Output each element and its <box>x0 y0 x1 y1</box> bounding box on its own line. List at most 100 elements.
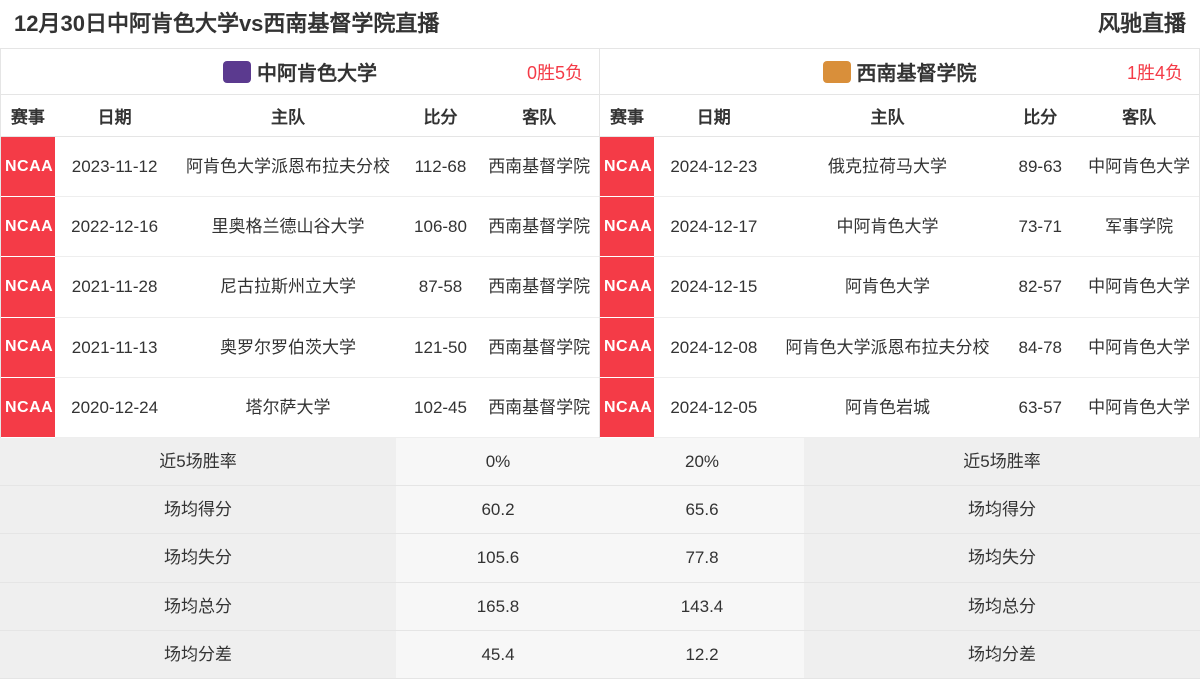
game-score: 89-63 <box>1001 137 1079 197</box>
team-panel-left: 中阿肯色大学 0胜5负 赛事日期主队比分客队 NCAA2023-11-12阿肯色… <box>0 48 600 438</box>
games-body-right: NCAA2024-12-23俄克拉荷马大学89-63中阿肯色大学NCAA2024… <box>600 137 1199 438</box>
game-away: 军事学院 <box>1079 197 1199 257</box>
summary-row: 场均分差45.4 <box>0 630 600 678</box>
team-name-right: 西南基督学院 <box>857 57 977 86</box>
summary-label: 场均分差 <box>0 630 396 678</box>
col-header: 客队 <box>1079 95 1199 137</box>
game-home: 里奥格兰德山谷大学 <box>174 197 401 257</box>
game-tag: NCAA <box>600 377 654 437</box>
col-header: 日期 <box>55 95 175 137</box>
summary-row: 77.8场均失分 <box>600 534 1200 582</box>
site-name: 风驰直播 <box>1098 6 1186 38</box>
summary-value: 105.6 <box>396 534 600 582</box>
game-home: 尼古拉斯州立大学 <box>174 257 401 317</box>
game-row: NCAA2021-11-28尼古拉斯州立大学87-58西南基督学院 <box>1 257 599 317</box>
game-away: 中阿肯色大学 <box>1079 377 1199 437</box>
game-tag: NCAA <box>1 377 55 437</box>
game-tag: NCAA <box>1 257 55 317</box>
summary-row: 场均失分105.6 <box>0 534 600 582</box>
summary-value: 20% <box>600 438 804 486</box>
game-away: 中阿肯色大学 <box>1079 137 1199 197</box>
game-date: 2023-11-12 <box>55 137 175 197</box>
game-home: 阿肯色大学 <box>774 257 1002 317</box>
game-score: 84-78 <box>1001 317 1079 377</box>
game-tag: NCAA <box>1 197 55 257</box>
games-table-right: 赛事日期主队比分客队 NCAA2024-12-23俄克拉荷马大学89-63中阿肯… <box>600 95 1199 438</box>
summary-value: 60.2 <box>396 486 600 534</box>
game-tag: NCAA <box>600 257 654 317</box>
game-home: 阿肯色大学派恩布拉夫分校 <box>774 317 1002 377</box>
games-body-left: NCAA2023-11-12阿肯色大学派恩布拉夫分校112-68西南基督学院NC… <box>1 137 599 438</box>
summary-label: 场均总分 <box>0 582 396 630</box>
summary-row: 场均总分165.8 <box>0 582 600 630</box>
summary-right: 20%近5场胜率65.6场均得分77.8场均失分143.4场均总分12.2场均分… <box>600 438 1200 679</box>
summary-body-right: 20%近5场胜率65.6场均得分77.8场均失分143.4场均总分12.2场均分… <box>600 438 1200 678</box>
game-score: 106-80 <box>402 197 480 257</box>
game-row: NCAA2024-12-05阿肯色岩城63-57中阿肯色大学 <box>600 377 1199 437</box>
team-record-right: 1胜4负 <box>1127 59 1183 85</box>
summary-label: 场均得分 <box>0 486 396 534</box>
team-name-left: 中阿肯色大学 <box>257 57 377 86</box>
game-date: 2024-12-05 <box>654 377 774 437</box>
game-tag: NCAA <box>1 137 55 197</box>
game-score: 82-57 <box>1001 257 1079 317</box>
game-home: 俄克拉荷马大学 <box>774 137 1002 197</box>
game-row: NCAA2024-12-23俄克拉荷马大学89-63中阿肯色大学 <box>600 137 1199 197</box>
game-score: 87-58 <box>402 257 480 317</box>
summary-value: 143.4 <box>600 582 804 630</box>
game-row: NCAA2024-12-17中阿肯色大学73-71军事学院 <box>600 197 1199 257</box>
game-away: 西南基督学院 <box>479 317 599 377</box>
summary-label: 场均失分 <box>804 534 1200 582</box>
summary-value: 45.4 <box>396 630 600 678</box>
team-header-right: 西南基督学院 1胜4负 <box>600 49 1199 95</box>
page-title: 12月30日中阿肯色大学vs西南基督学院直播 <box>14 6 439 38</box>
summary-label: 场均失分 <box>0 534 396 582</box>
game-away: 西南基督学院 <box>479 137 599 197</box>
page-header: 12月30日中阿肯色大学vs西南基督学院直播 风驰直播 <box>0 0 1200 48</box>
game-away: 西南基督学院 <box>479 377 599 437</box>
summary: 近5场胜率0%场均得分60.2场均失分105.6场均总分165.8场均分差45.… <box>0 438 1200 679</box>
game-row: NCAA2024-12-08阿肯色大学派恩布拉夫分校84-78中阿肯色大学 <box>600 317 1199 377</box>
summary-row: 65.6场均得分 <box>600 486 1200 534</box>
summary-row: 场均得分60.2 <box>0 486 600 534</box>
col-header: 主队 <box>174 95 401 137</box>
game-tag: NCAA <box>600 137 654 197</box>
games-header-row-left: 赛事日期主队比分客队 <box>1 95 599 137</box>
teams-container: 中阿肯色大学 0胜5负 赛事日期主队比分客队 NCAA2023-11-12阿肯色… <box>0 48 1200 438</box>
game-tag: NCAA <box>1 317 55 377</box>
summary-value: 165.8 <box>396 582 600 630</box>
summary-value: 77.8 <box>600 534 804 582</box>
games-table-left: 赛事日期主队比分客队 NCAA2023-11-12阿肯色大学派恩布拉夫分校112… <box>1 95 599 438</box>
game-row: NCAA2021-11-13奥罗尔罗伯茨大学121-50西南基督学院 <box>1 317 599 377</box>
game-date: 2021-11-28 <box>55 257 175 317</box>
summary-row: 20%近5场胜率 <box>600 438 1200 486</box>
col-header: 赛事 <box>1 95 55 137</box>
summary-value: 0% <box>396 438 600 486</box>
game-row: NCAA2020-12-24塔尔萨大学102-45西南基督学院 <box>1 377 599 437</box>
game-score: 121-50 <box>402 317 480 377</box>
game-date: 2024-12-08 <box>654 317 774 377</box>
game-date: 2020-12-24 <box>55 377 175 437</box>
summary-row: 143.4场均总分 <box>600 582 1200 630</box>
game-home: 塔尔萨大学 <box>174 377 401 437</box>
game-score: 112-68 <box>402 137 480 197</box>
col-header: 赛事 <box>600 95 654 137</box>
game-row: NCAA2024-12-15阿肯色大学82-57中阿肯色大学 <box>600 257 1199 317</box>
game-away: 西南基督学院 <box>479 257 599 317</box>
game-score: 102-45 <box>402 377 480 437</box>
team-panel-right: 西南基督学院 1胜4负 赛事日期主队比分客队 NCAA2024-12-23俄克拉… <box>600 48 1200 438</box>
page: 12月30日中阿肯色大学vs西南基督学院直播 风驰直播 中阿肯色大学 0胜5负 … <box>0 0 1200 679</box>
game-date: 2024-12-17 <box>654 197 774 257</box>
team-record-left: 0胜5负 <box>527 59 583 85</box>
summary-label: 场均总分 <box>804 582 1200 630</box>
col-header: 比分 <box>1001 95 1079 137</box>
col-header: 日期 <box>654 95 774 137</box>
game-score: 73-71 <box>1001 197 1079 257</box>
summary-label: 近5场胜率 <box>804 438 1200 486</box>
game-row: NCAA2023-11-12阿肯色大学派恩布拉夫分校112-68西南基督学院 <box>1 137 599 197</box>
summary-row: 近5场胜率0% <box>0 438 600 486</box>
summary-value: 65.6 <box>600 486 804 534</box>
game-tag: NCAA <box>600 197 654 257</box>
summary-label: 近5场胜率 <box>0 438 396 486</box>
summary-body-left: 近5场胜率0%场均得分60.2场均失分105.6场均总分165.8场均分差45.… <box>0 438 600 678</box>
